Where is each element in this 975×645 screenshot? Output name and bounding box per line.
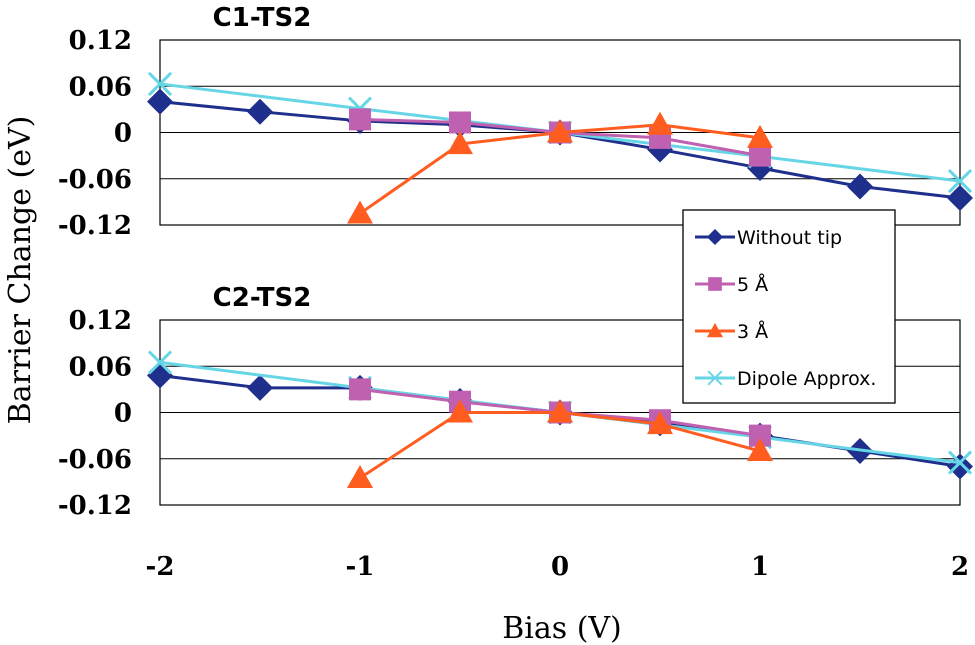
x-tick-label: -2 — [146, 552, 175, 582]
legend-item: 3 Å — [695, 320, 768, 343]
data-point — [547, 119, 573, 143]
data-point — [347, 200, 373, 224]
x-tick-label: 2 — [951, 552, 969, 582]
data-point — [449, 111, 471, 134]
data-point — [747, 438, 773, 462]
y-tick-label: 0.06 — [69, 72, 132, 102]
data-point — [749, 144, 771, 167]
legend-marker — [708, 277, 722, 291]
y-tick-label: 0.12 — [69, 26, 132, 56]
legend-marker — [707, 370, 723, 386]
data-point — [247, 98, 273, 125]
legend-label: 3 Å — [737, 320, 768, 343]
y-axis-label: Barrier Change (eV) — [3, 116, 38, 425]
y-tick-label: -0.12 — [58, 211, 132, 241]
data-point — [247, 374, 273, 401]
data-point — [347, 465, 373, 489]
x-tick-label: 0 — [551, 552, 569, 582]
data-point — [349, 378, 371, 401]
data-point — [947, 450, 973, 475]
data-point — [147, 88, 173, 115]
data-point — [349, 108, 371, 131]
legend-item: Dipole Approx. — [695, 368, 876, 390]
data-point — [447, 131, 473, 155]
data-point — [947, 185, 973, 212]
panel-2-title: C2-TS2 — [213, 283, 312, 313]
x-axis-label: Bias (V) — [502, 611, 622, 645]
legend-label: Without tip — [737, 227, 842, 249]
y-tick-label: 0 — [114, 399, 132, 429]
legend-label: 5 Å — [737, 273, 768, 296]
data-point — [647, 411, 673, 435]
legend-marker — [706, 322, 724, 338]
legend-item: 5 Å — [695, 273, 768, 296]
y-tick-label: 0 — [114, 119, 132, 149]
y-tick-label: 0.12 — [69, 306, 132, 336]
x-tick-label: 1 — [751, 552, 769, 582]
data-point — [547, 399, 573, 423]
y-tick-label: 0.06 — [69, 352, 132, 382]
panel-1-title: C1-TS2 — [213, 3, 312, 33]
data-point — [147, 350, 173, 375]
series-diamond — [147, 88, 973, 212]
data-point — [147, 71, 173, 96]
legend: Without tip 5 Å 3 Å Dipole Approx. — [682, 209, 896, 404]
y-tick-label: -0.06 — [58, 165, 132, 195]
y-tick-label: -0.12 — [58, 491, 132, 521]
x-tick-label: -1 — [346, 552, 375, 582]
legend-box — [682, 209, 896, 404]
data-point — [747, 124, 773, 148]
series-line — [159, 100, 961, 200]
series-triangle — [347, 399, 773, 489]
data-point — [749, 424, 771, 447]
legend-label: Dipole Approx. — [737, 368, 876, 390]
data-point — [647, 111, 673, 135]
y-tick-label: -0.06 — [58, 445, 132, 475]
data-point — [447, 399, 473, 423]
data-point — [947, 169, 973, 194]
panel-c1-ts2: 0.12 0.06 0 -0.06 -0.12 — [58, 26, 973, 241]
data-point — [947, 453, 973, 480]
data-point — [847, 173, 873, 200]
panel-c2-ts2: 0.12 0.06 0 -0.06 -0.12 -2 -1 0 1 2 — [58, 306, 973, 582]
series-triangle — [347, 111, 773, 224]
